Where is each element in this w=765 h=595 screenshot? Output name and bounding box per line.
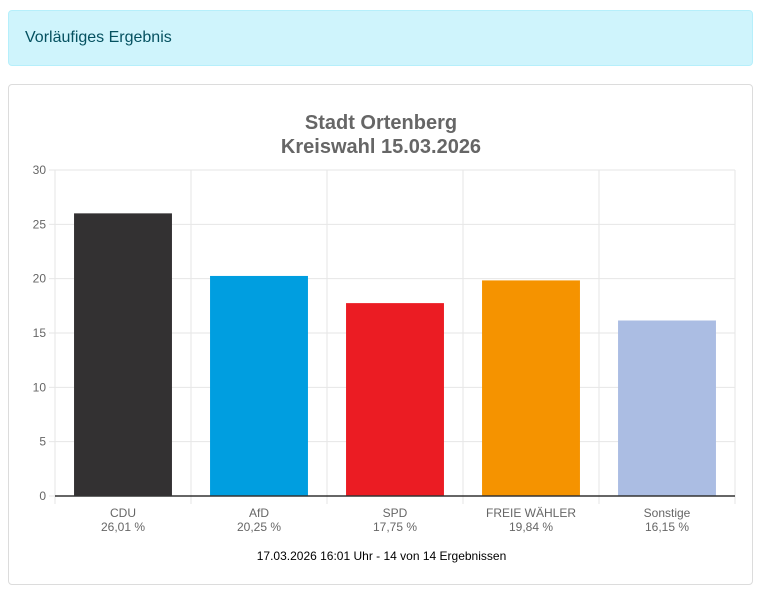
y-tick-label: 30 bbox=[33, 163, 47, 177]
chart-bars bbox=[74, 213, 716, 496]
x-value-label: 16,15 % bbox=[645, 520, 689, 534]
y-tick-label: 20 bbox=[33, 272, 47, 286]
y-tick-label: 15 bbox=[33, 326, 47, 340]
y-axis: 0 5 10 15 20 25 30 bbox=[33, 163, 55, 503]
bar-cdu bbox=[74, 213, 172, 496]
bar-chart: Stadt Ortenberg Kreiswahl 15.03.2026 0 5 1… bbox=[33, 112, 736, 534]
bar-sonstige bbox=[618, 320, 716, 496]
chart-title-line-1: Stadt Ortenberg bbox=[305, 112, 457, 134]
y-tick-label: 0 bbox=[39, 489, 46, 503]
y-tick-label: 25 bbox=[33, 217, 47, 231]
x-category-label: FREIE WÄHLER bbox=[486, 506, 576, 520]
x-category-label: CDU bbox=[110, 506, 136, 520]
x-value-label: 17,75 % bbox=[373, 520, 417, 534]
bar-spd bbox=[346, 303, 444, 496]
x-value-label: 20,25 % bbox=[237, 520, 281, 534]
chart-title-line-2: Kreiswahl 15.03.2026 bbox=[281, 136, 481, 158]
y-tick-label: 10 bbox=[33, 380, 47, 394]
x-value-label: 19,84 % bbox=[509, 520, 553, 534]
x-category-label: AfD bbox=[249, 506, 269, 520]
y-tick-label: 5 bbox=[39, 435, 46, 449]
status-alert: Vorläufiges Ergebnis bbox=[8, 10, 753, 66]
x-category-label: SPD bbox=[383, 506, 408, 520]
x-category-label: Sonstige bbox=[644, 506, 691, 520]
chart-card: Stadt Ortenberg Kreiswahl 15.03.2026 0 5 1… bbox=[8, 84, 753, 585]
bar-freie-wähler bbox=[482, 280, 580, 496]
x-value-label: 26,01 % bbox=[101, 520, 145, 534]
status-alert-text: Vorläufiges Ergebnis bbox=[25, 29, 172, 46]
bar-afd bbox=[210, 275, 308, 496]
result-footer: 17.03.2026 16:01 Uhr - 14 von 14 Ergebni… bbox=[256, 549, 507, 563]
